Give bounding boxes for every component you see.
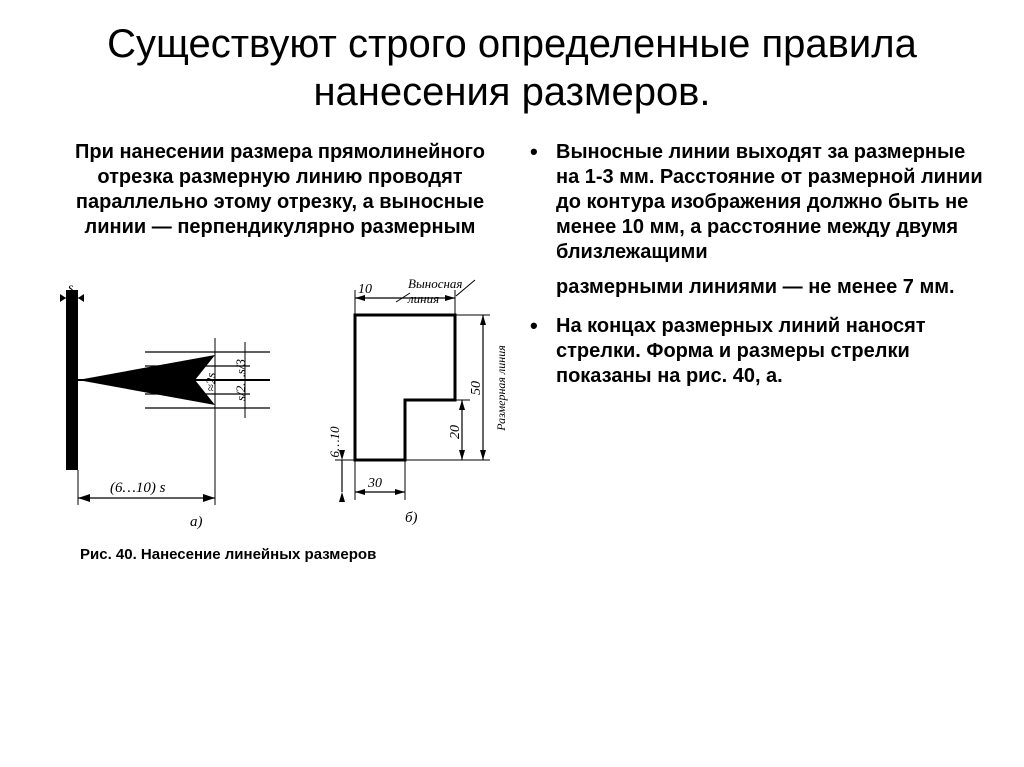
bullet-1b: размерными линиями — не менее 7 мм. — [530, 275, 984, 300]
bullet-1: • Выносные линии выходят за размерные на… — [530, 140, 984, 265]
bullet-dot-icon: • — [530, 314, 556, 389]
svg-text:≈2s: ≈2s — [203, 373, 218, 392]
svg-text:s/2…s/3: s/2…s/3 — [233, 359, 248, 401]
svg-text:30: 30 — [367, 476, 382, 491]
left-column: При нанесении размера прямолинейного отр… — [40, 140, 520, 563]
bullet-2: • На концах размерных линий наносят стре… — [530, 314, 984, 389]
svg-text:20: 20 — [448, 425, 463, 439]
svg-text:50: 50 — [469, 381, 484, 395]
page-title: Существуют строго определенные правила н… — [40, 20, 984, 116]
svg-text:а): а) — [190, 514, 203, 530]
bullet-spacer — [530, 275, 556, 300]
technical-drawing: s ≈2s s/2…s/3 (6…10) s — [40, 260, 520, 540]
figure-40: s ≈2s s/2…s/3 (6…10) s — [40, 260, 520, 540]
svg-text:линия: линия — [407, 291, 439, 306]
svg-text:10: 10 — [358, 282, 372, 297]
bullet-dot-icon: • — [530, 140, 556, 265]
slide: Существуют строго определенные правила н… — [0, 0, 1024, 767]
figure-caption: Рис. 40. Нанесение линейных размеров — [80, 546, 520, 563]
svg-text:Размерная линия: Размерная линия — [494, 345, 508, 432]
svg-text:6…10: 6…10 — [327, 426, 342, 458]
bullet-text: На концах размерных линий наносят стрелк… — [556, 314, 984, 389]
svg-text:Выносная: Выносная — [408, 276, 462, 291]
right-column: • Выносные линии выходят за размерные на… — [530, 140, 984, 563]
bullet-text: размерными линиями — не менее 7 мм. — [556, 275, 984, 300]
bullet-text: Выносные линии выходят за размерные на 1… — [556, 140, 984, 265]
intro-paragraph: При нанесении размера прямолинейного отр… — [40, 140, 520, 240]
svg-text:(6…10) s: (6…10) s — [110, 480, 166, 496]
svg-text:s: s — [68, 281, 74, 296]
content-columns: При нанесении размера прямолинейного отр… — [40, 140, 984, 563]
svg-text:б): б) — [405, 510, 418, 526]
